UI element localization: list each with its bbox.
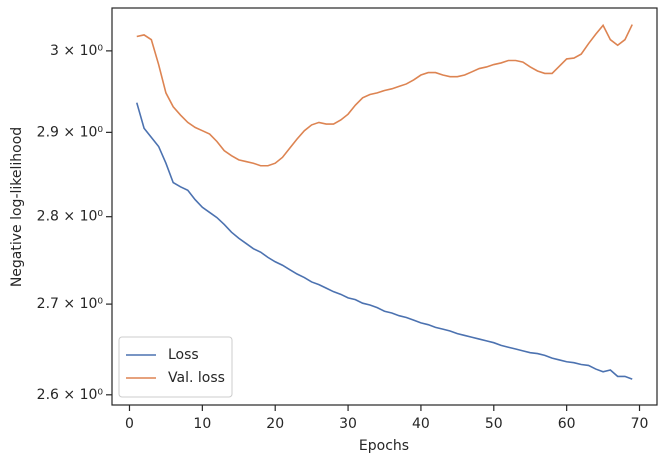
y-tick-label: 2.6 × 10⁰ bbox=[37, 387, 104, 403]
line-series bbox=[136, 23, 633, 167]
legend-box bbox=[118, 336, 233, 398]
legend-label: Val. loss bbox=[168, 370, 225, 386]
x-tick-label: 50 bbox=[485, 416, 503, 432]
y-tick-label: 3 × 10⁰ bbox=[50, 43, 103, 59]
x-tick-label: 70 bbox=[631, 416, 649, 432]
plot-frame bbox=[111, 7, 658, 406]
x-tick-label: 20 bbox=[266, 416, 284, 432]
x-tick-label: 0 bbox=[125, 416, 134, 432]
y-axis-label: Negative log-likelihood bbox=[9, 127, 25, 287]
x-tick-label: 60 bbox=[558, 416, 576, 432]
x-tick-label: 30 bbox=[339, 416, 357, 432]
line-series bbox=[136, 102, 633, 380]
y-tick-label: 2.9 × 10⁰ bbox=[37, 124, 104, 140]
legend-label: Loss bbox=[168, 347, 199, 363]
x-tick-label: 10 bbox=[193, 416, 211, 432]
x-axis-label: Epochs bbox=[359, 438, 409, 454]
y-tick-label: 2.7 × 10⁰ bbox=[37, 296, 104, 312]
x-tick-label: 40 bbox=[412, 416, 430, 432]
y-tick-label: 2.8 × 10⁰ bbox=[37, 209, 104, 225]
